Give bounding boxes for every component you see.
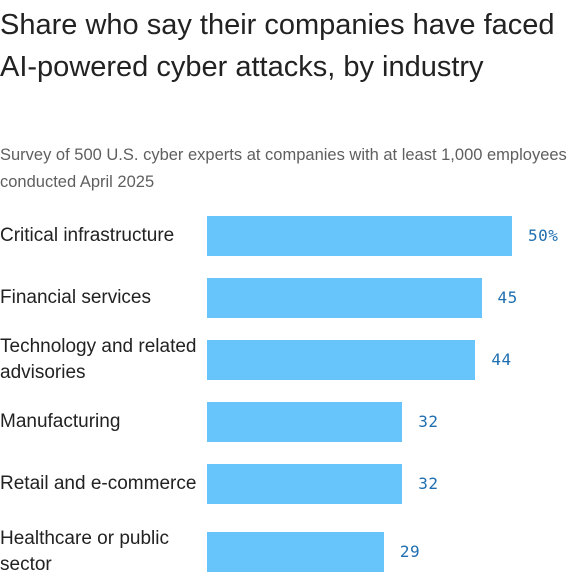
bar (207, 216, 512, 256)
category-label: Critical infrastructure (0, 225, 175, 246)
chart-title: Share who say their companies have faced… (0, 9, 555, 83)
category-label: Retail and e-commerce (0, 473, 197, 494)
bar (207, 340, 476, 380)
value-label: 45 (497, 288, 518, 307)
bar (207, 402, 403, 442)
value-label: 32 (418, 474, 439, 493)
bar-chart: Critical infrastructure 50% Financial serv… (0, 208, 580, 578)
category-label: Financial services (0, 287, 151, 308)
chart-subtitle: Survey of 500 U.S. cyber experts at comp… (0, 146, 567, 191)
bar (207, 464, 403, 504)
category-label: Healthcare or public sector (0, 528, 169, 575)
category-label: Manufacturing (0, 411, 121, 432)
bar (207, 278, 482, 318)
value-label: 32 (418, 412, 439, 431)
category-label: Technology and related advisories (0, 336, 197, 383)
bar (207, 532, 384, 572)
value-label: 29 (399, 542, 421, 561)
value-label: 44 (491, 350, 512, 369)
value-label: 50% (528, 226, 559, 245)
